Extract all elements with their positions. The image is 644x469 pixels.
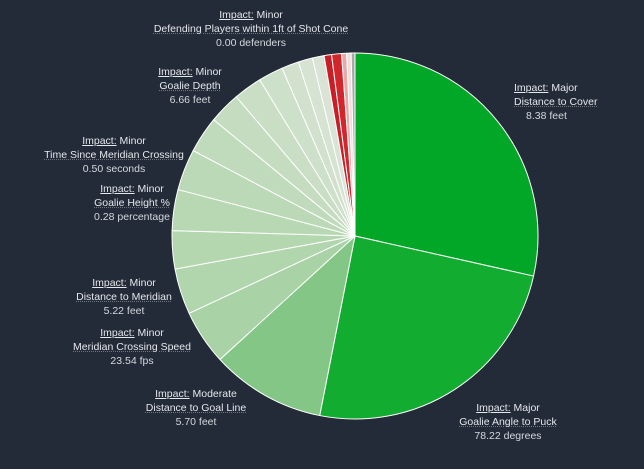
slice-label-distance-to-goal-line: Impact: Moderate Distance to Goal Line 5… [145, 388, 247, 428]
slice-label-goalie-depth: Impact: Minor Goalie Depth 6.66 feet [158, 66, 222, 106]
slice-label-distance-to-cover: Impact: Major Distance to Cover 8.38 fee… [514, 82, 598, 122]
pie-slice-distance-to-cover[interactable] [354, 52, 539, 277]
pie-slice-goalie-angle-to-puck[interactable] [319, 235, 535, 420]
pie-slice-unlabeled-19[interactable] [350, 52, 356, 237]
slice-label-distance-to-meridian: Impact: Minor Distance to Meridian 5.22 … [76, 277, 172, 317]
slice-label-goalie-height: Impact: Minor Goalie Height % 0.28 perce… [94, 183, 170, 223]
pie-slice-distance-to-goal-line[interactable] [219, 235, 356, 417]
slice-label-defending-players: Impact: Minor Defending Players within 1… [153, 9, 349, 49]
slice-label-goalie-angle-to-puck: Impact: Major Goalie Angle to Puck 78.22… [459, 402, 557, 442]
slice-label-time-since-meridian-crossing: Impact: Minor Time Since Meridian Crossi… [44, 135, 184, 175]
slice-label-meridian-crossing-speed: Impact: Minor Meridian Crossing Speed 23… [73, 327, 191, 367]
